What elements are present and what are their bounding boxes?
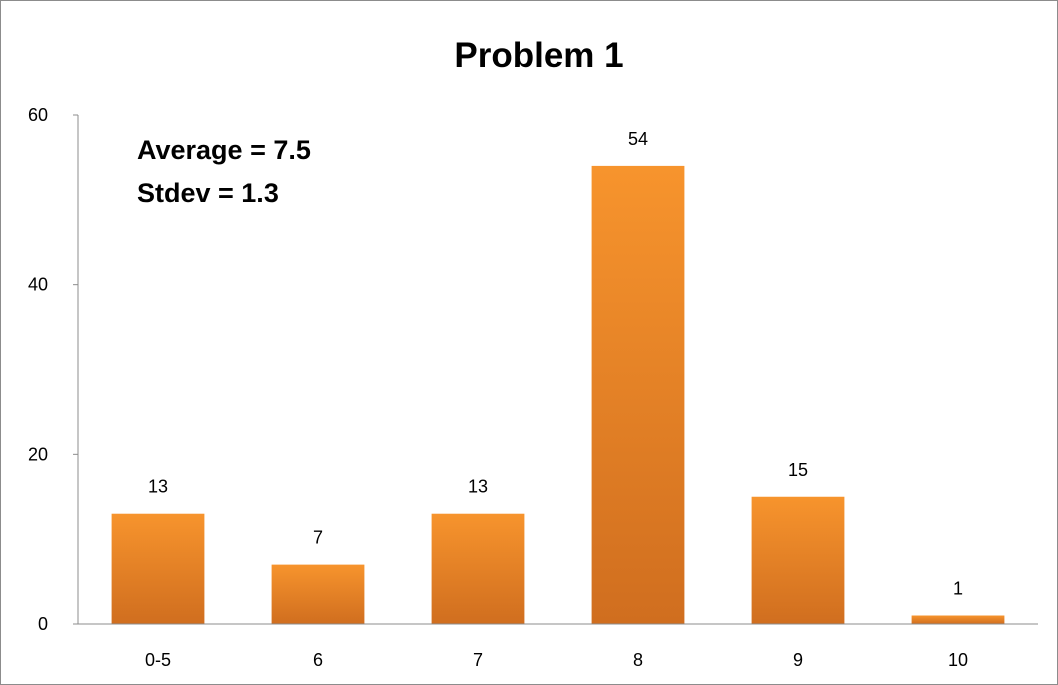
x-tick-label-9: 9 <box>793 650 803 670</box>
bar-6 <box>271 564 365 624</box>
chart-title: Problem 1 <box>454 36 623 75</box>
y-axis-ticks: 0 20 40 60 <box>28 105 78 634</box>
data-label-0-5: 13 <box>148 477 168 497</box>
data-label-7: 13 <box>468 477 488 497</box>
bar-8 <box>591 165 685 624</box>
data-label-9: 15 <box>788 460 808 480</box>
bar-9 <box>751 496 845 624</box>
data-label-6: 7 <box>313 528 323 548</box>
bars <box>111 165 1005 624</box>
x-tick-label-10: 10 <box>948 650 968 670</box>
bar-7 <box>431 513 525 624</box>
x-axis-ticks: 0-5 6 7 8 9 10 <box>145 650 968 670</box>
data-labels: 13 7 13 54 15 1 <box>148 129 963 599</box>
data-label-10: 1 <box>953 579 963 599</box>
y-tick-label: 60 <box>28 105 48 125</box>
y-tick-label: 0 <box>38 614 48 634</box>
x-tick-label-7: 7 <box>473 650 483 670</box>
bar-10 <box>911 615 1005 624</box>
bar-0-5 <box>111 513 205 624</box>
x-tick-label-0-5: 0-5 <box>145 650 171 670</box>
y-tick-label: 40 <box>28 275 48 295</box>
y-tick-label: 20 <box>28 444 48 464</box>
x-tick-label-8: 8 <box>633 650 643 670</box>
stdev-annotation: Stdev = 1.3 <box>137 178 279 208</box>
data-label-8: 54 <box>628 129 648 149</box>
average-annotation: Average = 7.5 <box>137 135 311 165</box>
x-tick-label-6: 6 <box>313 650 323 670</box>
